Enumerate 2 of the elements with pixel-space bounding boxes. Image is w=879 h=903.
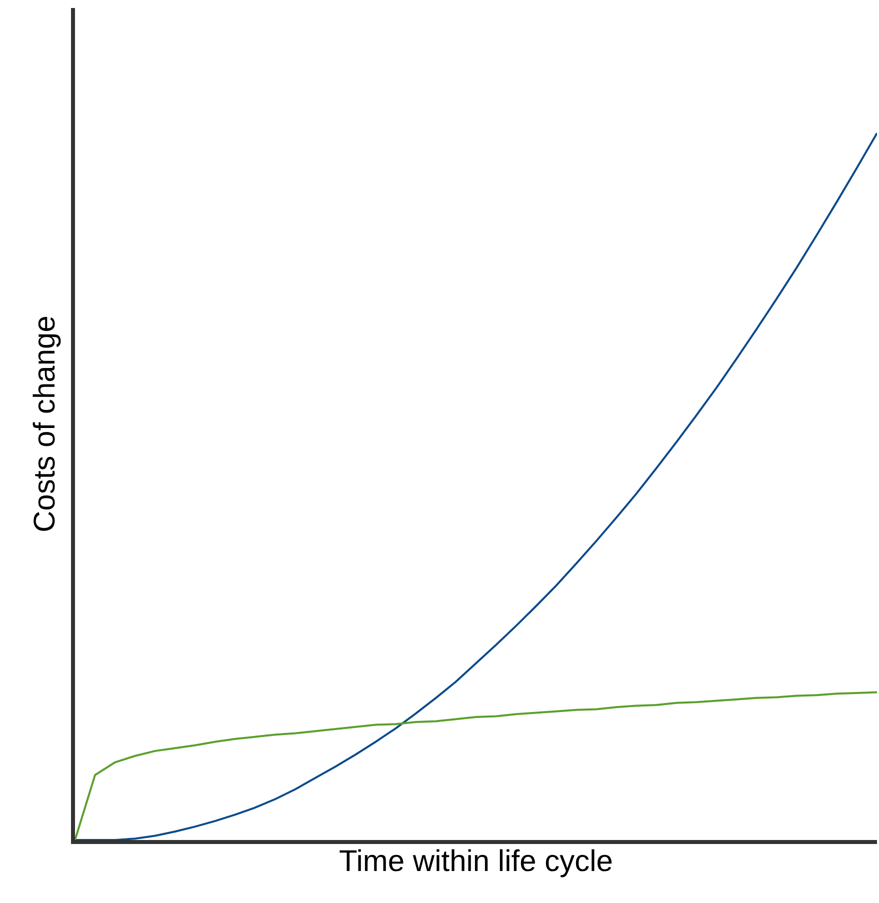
x-axis-title: Time within life cycle: [339, 845, 613, 878]
y-axis-title: Costs of change: [28, 316, 62, 532]
